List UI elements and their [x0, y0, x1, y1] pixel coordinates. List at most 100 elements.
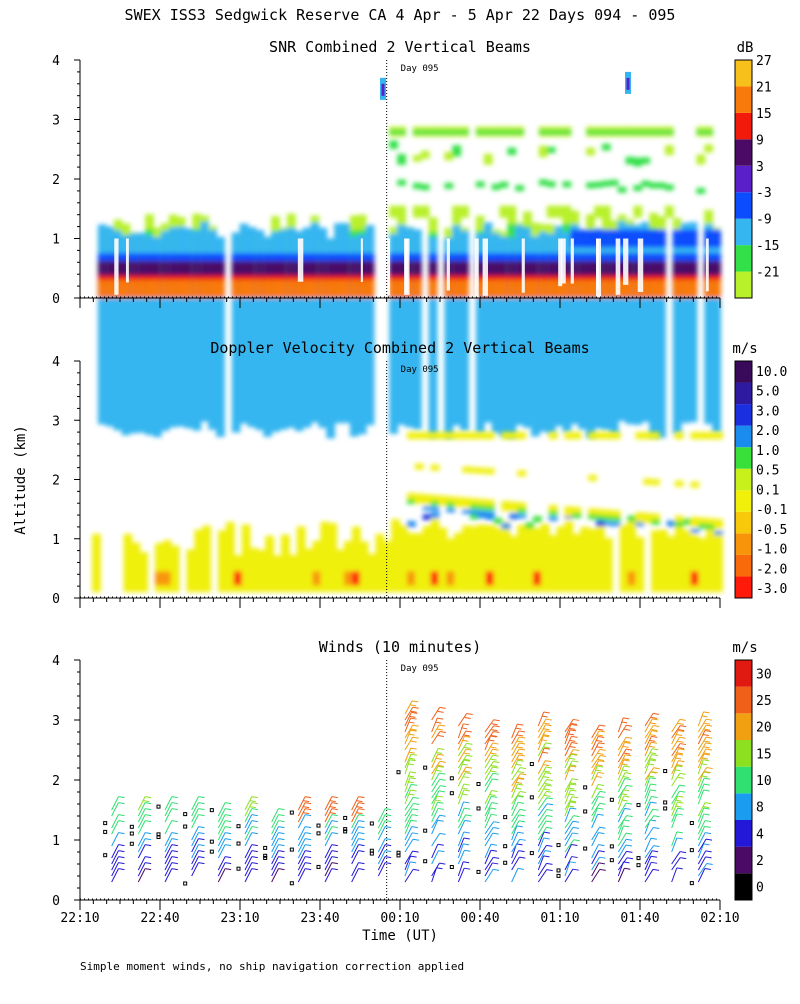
wind-barb-flag — [649, 758, 656, 761]
snr-cell — [491, 183, 501, 190]
wind-barb — [164, 856, 173, 871]
wind-barb-flag — [651, 735, 658, 738]
wind-barb-flag — [677, 795, 684, 798]
wind-barb-flag — [675, 799, 682, 802]
wind-barb — [617, 819, 625, 835]
wind-barb-flag — [677, 722, 684, 725]
snr-cell — [271, 231, 280, 432]
wind-barb-flag — [545, 760, 552, 763]
colorbar-tick-label: 0 — [756, 881, 764, 896]
doppler-cell — [399, 525, 408, 593]
wind-barb-flag — [571, 753, 578, 756]
wind-barb-flag — [198, 832, 205, 835]
snr-cell — [657, 237, 666, 438]
wind-barb — [617, 754, 626, 769]
wind-barb-flag — [198, 796, 205, 799]
wind-barb — [404, 850, 414, 865]
wind-barb-flag — [624, 867, 631, 870]
snr-cell — [664, 205, 674, 218]
snr-cell — [200, 280, 210, 298]
wind-barb-flag — [145, 868, 152, 871]
snr-cell — [412, 229, 422, 430]
wind-barb — [271, 844, 279, 859]
wind-barb-flag — [251, 856, 258, 859]
wind-barb-flag — [543, 711, 550, 714]
wind-barb-flag — [517, 795, 525, 798]
wind-barb-flag — [278, 868, 285, 871]
colorbar-tick-label: 2.0 — [756, 424, 779, 439]
wind-barb-flag — [676, 733, 683, 736]
snr-cell — [397, 179, 406, 186]
wind-barb-flag — [649, 739, 656, 742]
doppler-cell — [635, 520, 645, 527]
wind-barb — [671, 831, 678, 847]
snr-cell — [412, 280, 422, 298]
wind-profile — [164, 796, 178, 883]
doppler-cell — [548, 535, 558, 593]
wind-barb-flag — [517, 746, 524, 749]
wind-barb-flag — [385, 808, 392, 811]
wind-barb — [511, 850, 520, 865]
snr-field — [97, 71, 721, 439]
snr-cell — [153, 237, 162, 438]
wind-barb — [511, 778, 519, 793]
wind-barb — [644, 845, 654, 859]
wind-barb — [404, 700, 413, 715]
wind-barb — [404, 820, 412, 835]
colorbar-tick-label: 10.0 — [756, 365, 787, 380]
doppler-cell — [674, 515, 684, 526]
doppler-cell — [690, 571, 700, 586]
wind-barb — [484, 869, 494, 883]
wind-barb-flag — [652, 808, 659, 811]
doppler-cell — [155, 571, 164, 586]
wind-barb-flag — [569, 782, 577, 785]
wind-barb-flag — [461, 763, 469, 766]
colorbar-swatch — [735, 86, 752, 113]
wind-barb — [591, 850, 600, 865]
wind-barb-flag — [251, 850, 258, 853]
wind-barb-flag — [492, 748, 499, 751]
wind-barb — [164, 808, 173, 823]
wind-barb-flag — [251, 826, 258, 829]
wind-barb — [644, 815, 655, 829]
snr-cell — [625, 156, 635, 165]
wind-barb-flag — [489, 794, 496, 797]
doppler-cell — [430, 495, 440, 506]
wind-barb — [137, 832, 146, 847]
wind-barb-flag — [305, 832, 312, 835]
doppler-cell — [470, 498, 479, 509]
colorbar-swatch — [735, 139, 752, 166]
wind-barb — [404, 771, 411, 787]
wind-barb — [644, 742, 652, 757]
wind-barb — [377, 820, 386, 835]
wind-barb-flag — [463, 752, 471, 755]
wind-barb-flag — [598, 736, 605, 738]
wind-barb — [591, 772, 599, 787]
doppler-cell — [611, 510, 621, 521]
wind-barb — [564, 765, 571, 781]
wind-barb-flag — [171, 832, 178, 835]
wind-barb-flag — [436, 795, 443, 798]
snr-cell — [499, 236, 509, 437]
wind-barb-flag — [358, 838, 365, 841]
wind-barb-flag — [519, 856, 526, 859]
wind-calm-marker — [556, 843, 561, 848]
colorbar-tick-label: -1.0 — [756, 543, 787, 558]
snr-cell — [255, 230, 265, 431]
wind-barb — [644, 869, 654, 883]
wind-barb-flag — [118, 856, 125, 859]
wind-barb — [191, 862, 199, 877]
wind-barb — [697, 820, 706, 835]
wind-barb — [564, 783, 571, 799]
wind-barb — [324, 826, 333, 841]
doppler-cell — [131, 542, 141, 593]
wind-barb — [537, 730, 546, 745]
wind-barb-flag — [623, 759, 630, 762]
wind-barb — [671, 765, 677, 781]
doppler-cell — [619, 524, 629, 593]
wind-barb-flag — [145, 838, 152, 841]
wind-calm-marker — [663, 800, 668, 805]
wind-barb-flag — [439, 772, 446, 775]
snr-cell — [499, 130, 509, 135]
wind-barb-flag — [491, 813, 498, 816]
